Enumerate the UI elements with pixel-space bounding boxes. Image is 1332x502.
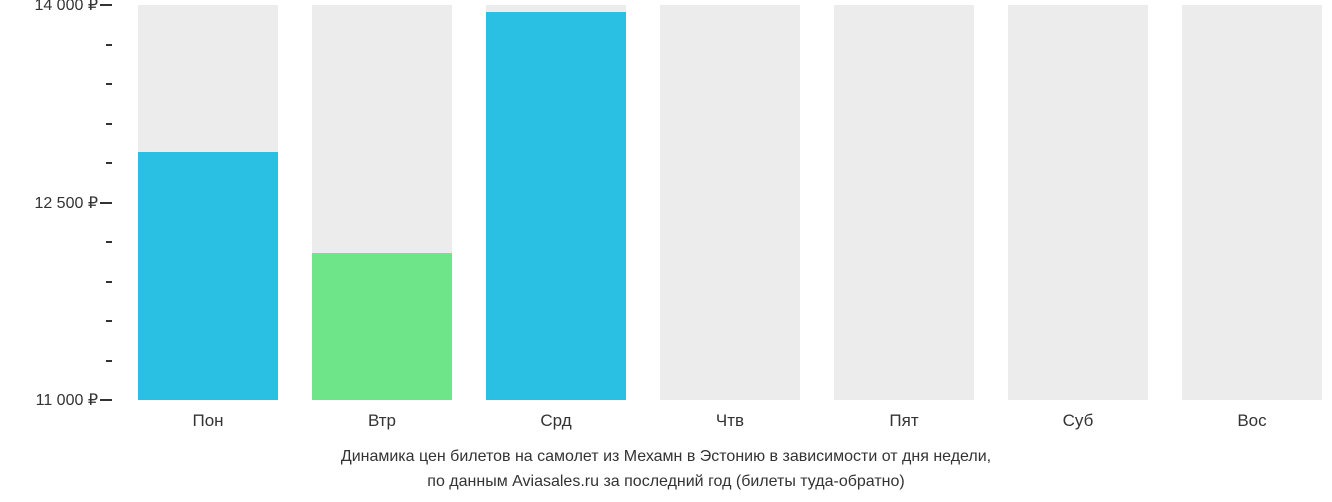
bar-column [1182, 5, 1322, 400]
x-axis-label: Втр [312, 405, 452, 435]
bar-background [660, 5, 800, 400]
y-minor-tick [106, 360, 112, 362]
x-axis-label: Чтв [660, 405, 800, 435]
plot-area [120, 5, 1322, 400]
y-minor-tick [106, 44, 112, 46]
x-axis-label: Пят [834, 405, 974, 435]
bar-column [660, 5, 800, 400]
y-minor-tick [106, 123, 112, 125]
y-tick-label: 12 500 ₽ [34, 193, 98, 213]
bar-value [486, 12, 626, 400]
bar-column [834, 5, 974, 400]
y-tick-mark [100, 399, 112, 401]
y-minor-tick [106, 83, 112, 85]
bar-background [1008, 5, 1148, 400]
bars-row [138, 5, 1322, 400]
x-axis-label: Пон [138, 405, 278, 435]
x-axis-label: Вос [1182, 405, 1322, 435]
y-minor-tick [106, 162, 112, 164]
bar-value [312, 253, 452, 400]
bar-column [1008, 5, 1148, 400]
bar-column [138, 5, 278, 400]
y-tick-label: 11 000 ₽ [36, 390, 98, 410]
y-minor-tick [106, 281, 112, 283]
caption-line-1: Динамика цен билетов на самолет из Мехам… [341, 448, 991, 465]
y-minor-tick [106, 320, 112, 322]
y-tick-mark [100, 4, 112, 6]
y-tick-mark [100, 202, 112, 204]
bar-value [138, 152, 278, 400]
caption-line-2: по данным Aviasales.ru за последний год … [427, 473, 904, 490]
x-axis-label: Срд [486, 405, 626, 435]
bar-column [486, 5, 626, 400]
y-tick-label: 14 000 ₽ [34, 0, 98, 15]
bar-column [312, 5, 452, 400]
price-by-weekday-chart: 14 000 ₽12 500 ₽11 000 ₽ ПонВтрСрдЧтвПят… [0, 0, 1332, 502]
x-axis-label: Суб [1008, 405, 1148, 435]
y-minor-tick [106, 241, 112, 243]
chart-caption: Динамика цен билетов на самолет из Мехам… [0, 445, 1332, 495]
y-axis: 14 000 ₽12 500 ₽11 000 ₽ [0, 5, 120, 400]
bar-background [834, 5, 974, 400]
x-axis: Пон Втр Срд Чтв Пят Суб Вос [138, 405, 1322, 435]
bar-background [1182, 5, 1322, 400]
